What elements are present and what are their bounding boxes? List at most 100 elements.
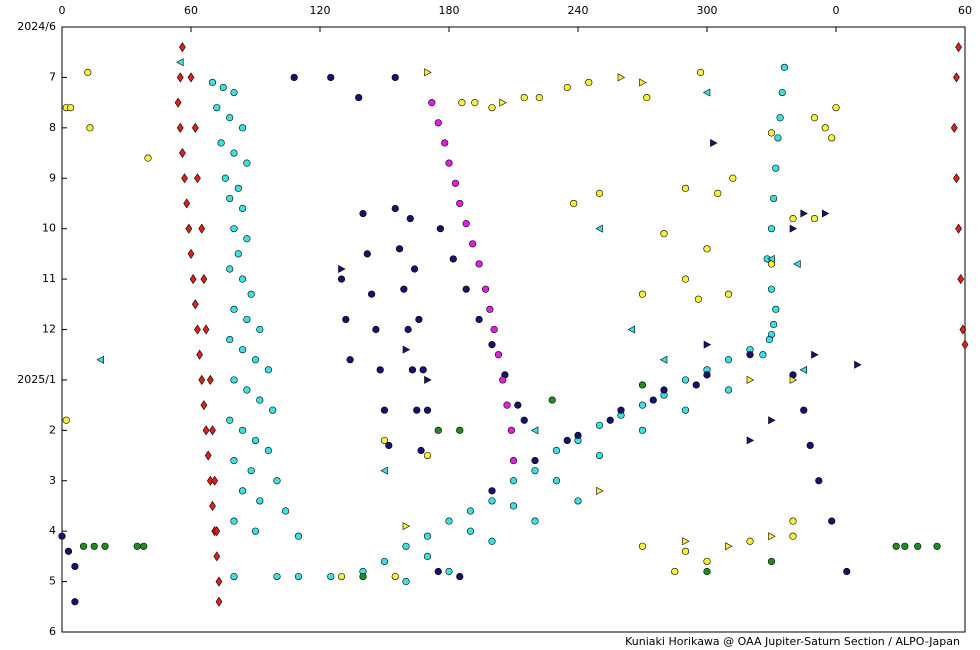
data-point [402,577,410,586]
data-point [84,68,92,76]
data-point [451,179,460,187]
data-point [959,324,967,335]
data-point [144,154,152,162]
data-point [585,78,593,87]
data-point [234,184,242,192]
x-tick-label: 180 [439,4,460,17]
data-point [424,68,432,77]
data-point [774,134,782,142]
data-point [413,406,421,414]
data-point [475,315,483,324]
data-point [681,547,690,555]
data-point [770,194,778,203]
data-point [230,572,238,581]
data-point [230,305,238,313]
data-point [404,325,412,334]
data-point [768,416,776,425]
data-point [445,517,453,525]
data-point [187,248,195,259]
data-point [391,204,399,213]
data-point [96,355,104,364]
data-point [230,225,238,233]
data-point [703,245,711,253]
data-point [724,356,733,364]
data-point [243,235,251,243]
data-point [681,275,690,283]
data-point [638,290,647,298]
data-point [548,396,556,404]
data-point [682,537,690,546]
data-point [535,93,543,102]
data-point [746,537,754,545]
data-point [488,537,496,545]
data-point [828,517,836,525]
data-point [402,345,411,354]
data-point [793,259,801,268]
data-point [466,507,475,515]
x-tick-label: 0 [833,4,840,17]
data-point [643,93,651,102]
data-point [507,426,515,434]
y-tick-label: 12 [42,323,56,336]
data-point [810,214,819,223]
data-point [406,214,414,223]
data-point [337,572,346,581]
data-point [434,119,442,127]
data-point [456,426,464,434]
data-point [696,68,705,76]
data-point [767,129,776,137]
y-tick-label: 6 [49,625,56,638]
data-point [239,124,247,132]
data-point [256,396,264,404]
data-point [488,104,496,112]
data-point [273,477,281,485]
y-tick-label: 5 [49,575,56,588]
data-point [239,346,247,354]
data-point [196,349,203,360]
data-point [202,425,210,436]
data-point [953,173,960,184]
data-point [290,73,298,82]
data-point [729,174,737,182]
data-point [140,542,148,550]
data-point [133,542,141,550]
data-point [187,72,195,83]
data-point [563,83,571,92]
x-tick-label: 60 [184,4,198,17]
data-point [445,567,453,576]
data-point [671,567,679,576]
data-point [380,557,389,566]
data-point [638,542,647,550]
data-point [703,557,711,566]
y-tick-label: 11 [42,272,56,285]
data-point [531,456,539,465]
data-point [681,406,690,414]
x-tick-label: 300 [697,4,718,17]
data-point [892,542,900,550]
data-point [724,290,733,298]
data-point [458,99,466,107]
data-point [509,502,518,510]
data-point [185,223,193,234]
data-point [520,93,528,102]
data-point [62,416,70,424]
data-point [239,426,247,434]
data-point [617,73,626,82]
data-point [789,532,797,540]
data-point [552,477,561,485]
data-point [828,134,836,142]
data-point [395,245,404,253]
data-point [391,73,399,82]
data-point [692,381,700,389]
data-point [176,58,184,67]
data-point [209,500,216,511]
data-point [337,275,346,283]
data-point [767,225,776,233]
data-point [462,220,470,228]
data-point [638,401,647,409]
data-point [759,351,767,359]
data-point [256,497,264,505]
data-point [617,406,625,414]
data-point [282,507,290,515]
data-point [957,274,965,285]
